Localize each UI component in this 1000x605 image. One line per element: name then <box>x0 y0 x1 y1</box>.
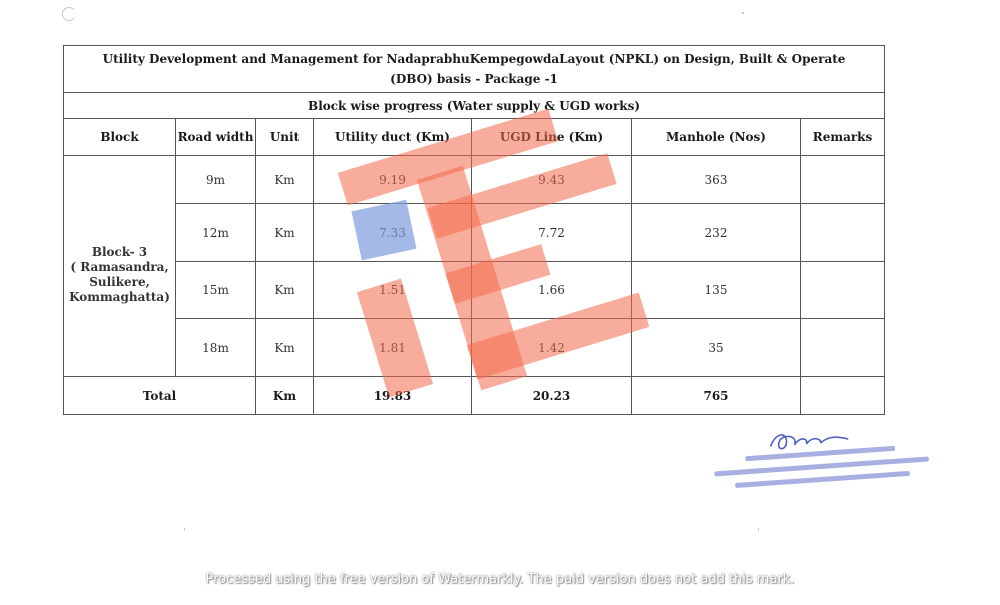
header-road-width: Road width <box>175 118 256 156</box>
document-title-line1: Utility Development and Management for N… <box>102 52 846 66</box>
block-area-2: Sulikere, <box>89 275 150 289</box>
manhole-cell: 232 <box>631 203 801 262</box>
ugd-line-cell: 9.43 <box>471 155 632 204</box>
document-page: Utility Development and Management for N… <box>62 45 886 415</box>
manhole-cell: 135 <box>631 261 801 319</box>
stamp-text-line <box>734 470 910 489</box>
remarks-cell <box>799 203 886 262</box>
signature-icon <box>769 434 849 450</box>
block-cell: Block- 3 ( Ramasandra, Sulikere, Kommagh… <box>63 155 176 377</box>
total-label: Total <box>63 376 256 415</box>
manhole-cell: 35 <box>631 318 801 377</box>
utility-duct-cell: 9.19 <box>313 155 472 204</box>
ugd-line-cell: 7.72 <box>471 203 632 262</box>
manhole-cell: 363 <box>631 155 801 204</box>
table-row: 15m Km 1.51 1.66 135 <box>64 261 886 319</box>
total-unit: Km <box>255 376 314 415</box>
ugd-line-cell: 1.66 <box>471 261 632 319</box>
total-manhole: 765 <box>631 376 801 415</box>
unit-cell: Km <box>255 261 314 319</box>
road-width-cell: 12m <box>175 203 256 262</box>
header-manhole: Manhole (Nos) <box>631 118 801 156</box>
scan-speck <box>742 12 744 14</box>
ugd-line-cell: 1.42 <box>471 318 632 377</box>
header-row: Block Road width Unit Utility duct (Km) … <box>63 118 886 156</box>
scan-tick <box>758 528 759 531</box>
table-subtitle: Block wise progress (Water supply & UGD … <box>62 92 886 119</box>
stamp-text-line <box>745 445 896 462</box>
block-name: Block- 3 <box>91 245 148 259</box>
road-width-cell: 18m <box>175 318 256 377</box>
utility-duct-cell: 1.81 <box>313 318 472 377</box>
remarks-cell <box>799 261 886 319</box>
officer-stamp <box>703 417 938 513</box>
total-row: Total Km 19.83 20.23 765 <box>63 376 886 415</box>
remarks-cell <box>799 318 886 377</box>
total-remarks <box>799 376 886 415</box>
header-utility-duct: Utility duct (Km) <box>313 118 472 156</box>
scan-tick <box>184 528 185 531</box>
document-title-line2: (DBO) basis - Package -1 <box>390 72 558 86</box>
progress-table: Utility Development and Management for N… <box>62 45 886 415</box>
table-row: 12m Km 7.33 7.72 232 <box>64 203 886 262</box>
table-row: Block- 3 ( Ramasandra, Sulikere, Kommagh… <box>63 155 886 377</box>
unit-cell: Km <box>255 318 314 377</box>
header-block: Block <box>63 118 176 156</box>
total-ugd-line: 20.23 <box>471 376 632 415</box>
header-unit: Unit <box>255 118 314 156</box>
utility-duct-cell: 1.51 <box>313 261 472 319</box>
road-width-cell: 15m <box>175 261 256 319</box>
total-utility-duct: 19.83 <box>313 376 472 415</box>
remarks-cell <box>799 155 886 204</box>
unit-cell: Km <box>255 203 314 262</box>
block-area-1: ( Ramasandra, <box>70 260 169 274</box>
table-row: 18m Km 1.81 1.42 35 <box>64 318 886 377</box>
header-remarks: Remarks <box>799 118 886 156</box>
watermark-footer: Processed using the free version of Wate… <box>205 572 795 587</box>
road-width-cell: 9m <box>175 155 256 204</box>
unit-cell: Km <box>255 155 314 204</box>
loading-spinner-icon <box>62 7 76 21</box>
header-ugd-line: UGD Line (Km) <box>471 118 632 156</box>
document-title: Utility Development and Management for N… <box>62 45 886 93</box>
block-area-3: Kommaghatta) <box>69 290 170 304</box>
